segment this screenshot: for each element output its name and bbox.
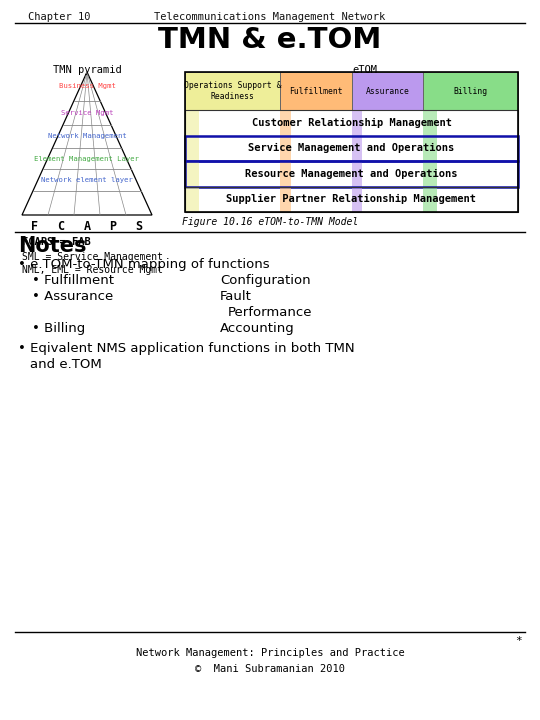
- Text: Accounting: Accounting: [220, 322, 295, 335]
- Text: Figure 10.16 eTOM-to-TMN Model: Figure 10.16 eTOM-to-TMN Model: [182, 217, 358, 227]
- Bar: [352, 110, 362, 135]
- Text: Assurance: Assurance: [366, 86, 409, 96]
- Text: Resource Management and Operations: Resource Management and Operations: [245, 168, 458, 179]
- Bar: [280, 186, 291, 212]
- Text: NML, EML = Resource Mgmt: NML, EML = Resource Mgmt: [22, 265, 163, 275]
- Bar: [352, 161, 362, 186]
- Text: • Assurance: • Assurance: [32, 290, 113, 303]
- Text: Customer Relationship Management: Customer Relationship Management: [252, 118, 451, 127]
- Bar: [352, 186, 362, 212]
- Text: C: C: [57, 220, 65, 233]
- Text: Operations Support &
Readiness: Operations Support & Readiness: [184, 81, 281, 101]
- Text: Chapter 10: Chapter 10: [28, 12, 91, 22]
- Text: P: P: [110, 220, 117, 233]
- Bar: [185, 186, 199, 212]
- Bar: [185, 72, 518, 212]
- Bar: [423, 110, 437, 135]
- Bar: [185, 110, 199, 135]
- Text: *: *: [515, 636, 522, 646]
- Bar: [423, 161, 437, 186]
- Text: Billing: Billing: [454, 86, 488, 96]
- Bar: [423, 72, 518, 110]
- Text: and e.TOM: and e.TOM: [30, 358, 102, 371]
- Text: • Eqivalent NMS application functions in both TMN: • Eqivalent NMS application functions in…: [18, 342, 355, 355]
- Text: Performance: Performance: [228, 306, 313, 319]
- Text: Network Management: Network Management: [48, 133, 126, 140]
- Text: Fulfillment: Fulfillment: [289, 86, 342, 96]
- Bar: [185, 186, 518, 212]
- Text: TMN & e.TOM: TMN & e.TOM: [158, 26, 382, 54]
- Text: Element Management Layer: Element Management Layer: [35, 156, 139, 161]
- Text: Network Management: Principles and Practice: Network Management: Principles and Pract…: [136, 648, 404, 658]
- Bar: [423, 186, 437, 212]
- Bar: [352, 135, 362, 161]
- Text: Business Mgmt: Business Mgmt: [58, 84, 116, 89]
- Text: TMN pyramid: TMN pyramid: [52, 65, 122, 75]
- Text: Notes: Notes: [18, 236, 86, 256]
- Text: eTOM: eTOM: [353, 65, 377, 75]
- Bar: [185, 110, 518, 135]
- Text: ©  Mani Subramanian 2010: © Mani Subramanian 2010: [195, 664, 345, 674]
- Bar: [280, 161, 291, 186]
- Bar: [185, 161, 199, 186]
- Bar: [352, 72, 423, 110]
- Bar: [185, 72, 280, 110]
- Bar: [185, 135, 518, 161]
- Text: A: A: [84, 220, 91, 233]
- Text: S: S: [136, 220, 143, 233]
- Text: Network element layer: Network element layer: [41, 177, 133, 183]
- Text: • e.TOM-to-TMN mapping of functions: • e.TOM-to-TMN mapping of functions: [18, 258, 269, 271]
- Text: SML = Service Management: SML = Service Management: [22, 252, 163, 262]
- Text: Configuration: Configuration: [220, 274, 310, 287]
- Bar: [280, 110, 291, 135]
- Text: • Fulfillment: • Fulfillment: [32, 274, 114, 287]
- Text: Telecommunications Management Network: Telecommunications Management Network: [154, 12, 386, 22]
- Bar: [280, 135, 291, 161]
- Text: Fault: Fault: [220, 290, 252, 303]
- Text: FCAPS = FAB: FCAPS = FAB: [22, 237, 91, 247]
- Text: • Billing: • Billing: [32, 322, 85, 335]
- Text: Service Management and Operations: Service Management and Operations: [248, 143, 455, 153]
- Text: F: F: [31, 220, 38, 233]
- Bar: [185, 135, 199, 161]
- Bar: [185, 161, 518, 186]
- Text: Supplier Partner Relationship Management: Supplier Partner Relationship Management: [226, 194, 476, 204]
- Bar: [423, 135, 437, 161]
- Bar: [280, 72, 352, 110]
- Text: Service Mgmt: Service Mgmt: [60, 109, 113, 116]
